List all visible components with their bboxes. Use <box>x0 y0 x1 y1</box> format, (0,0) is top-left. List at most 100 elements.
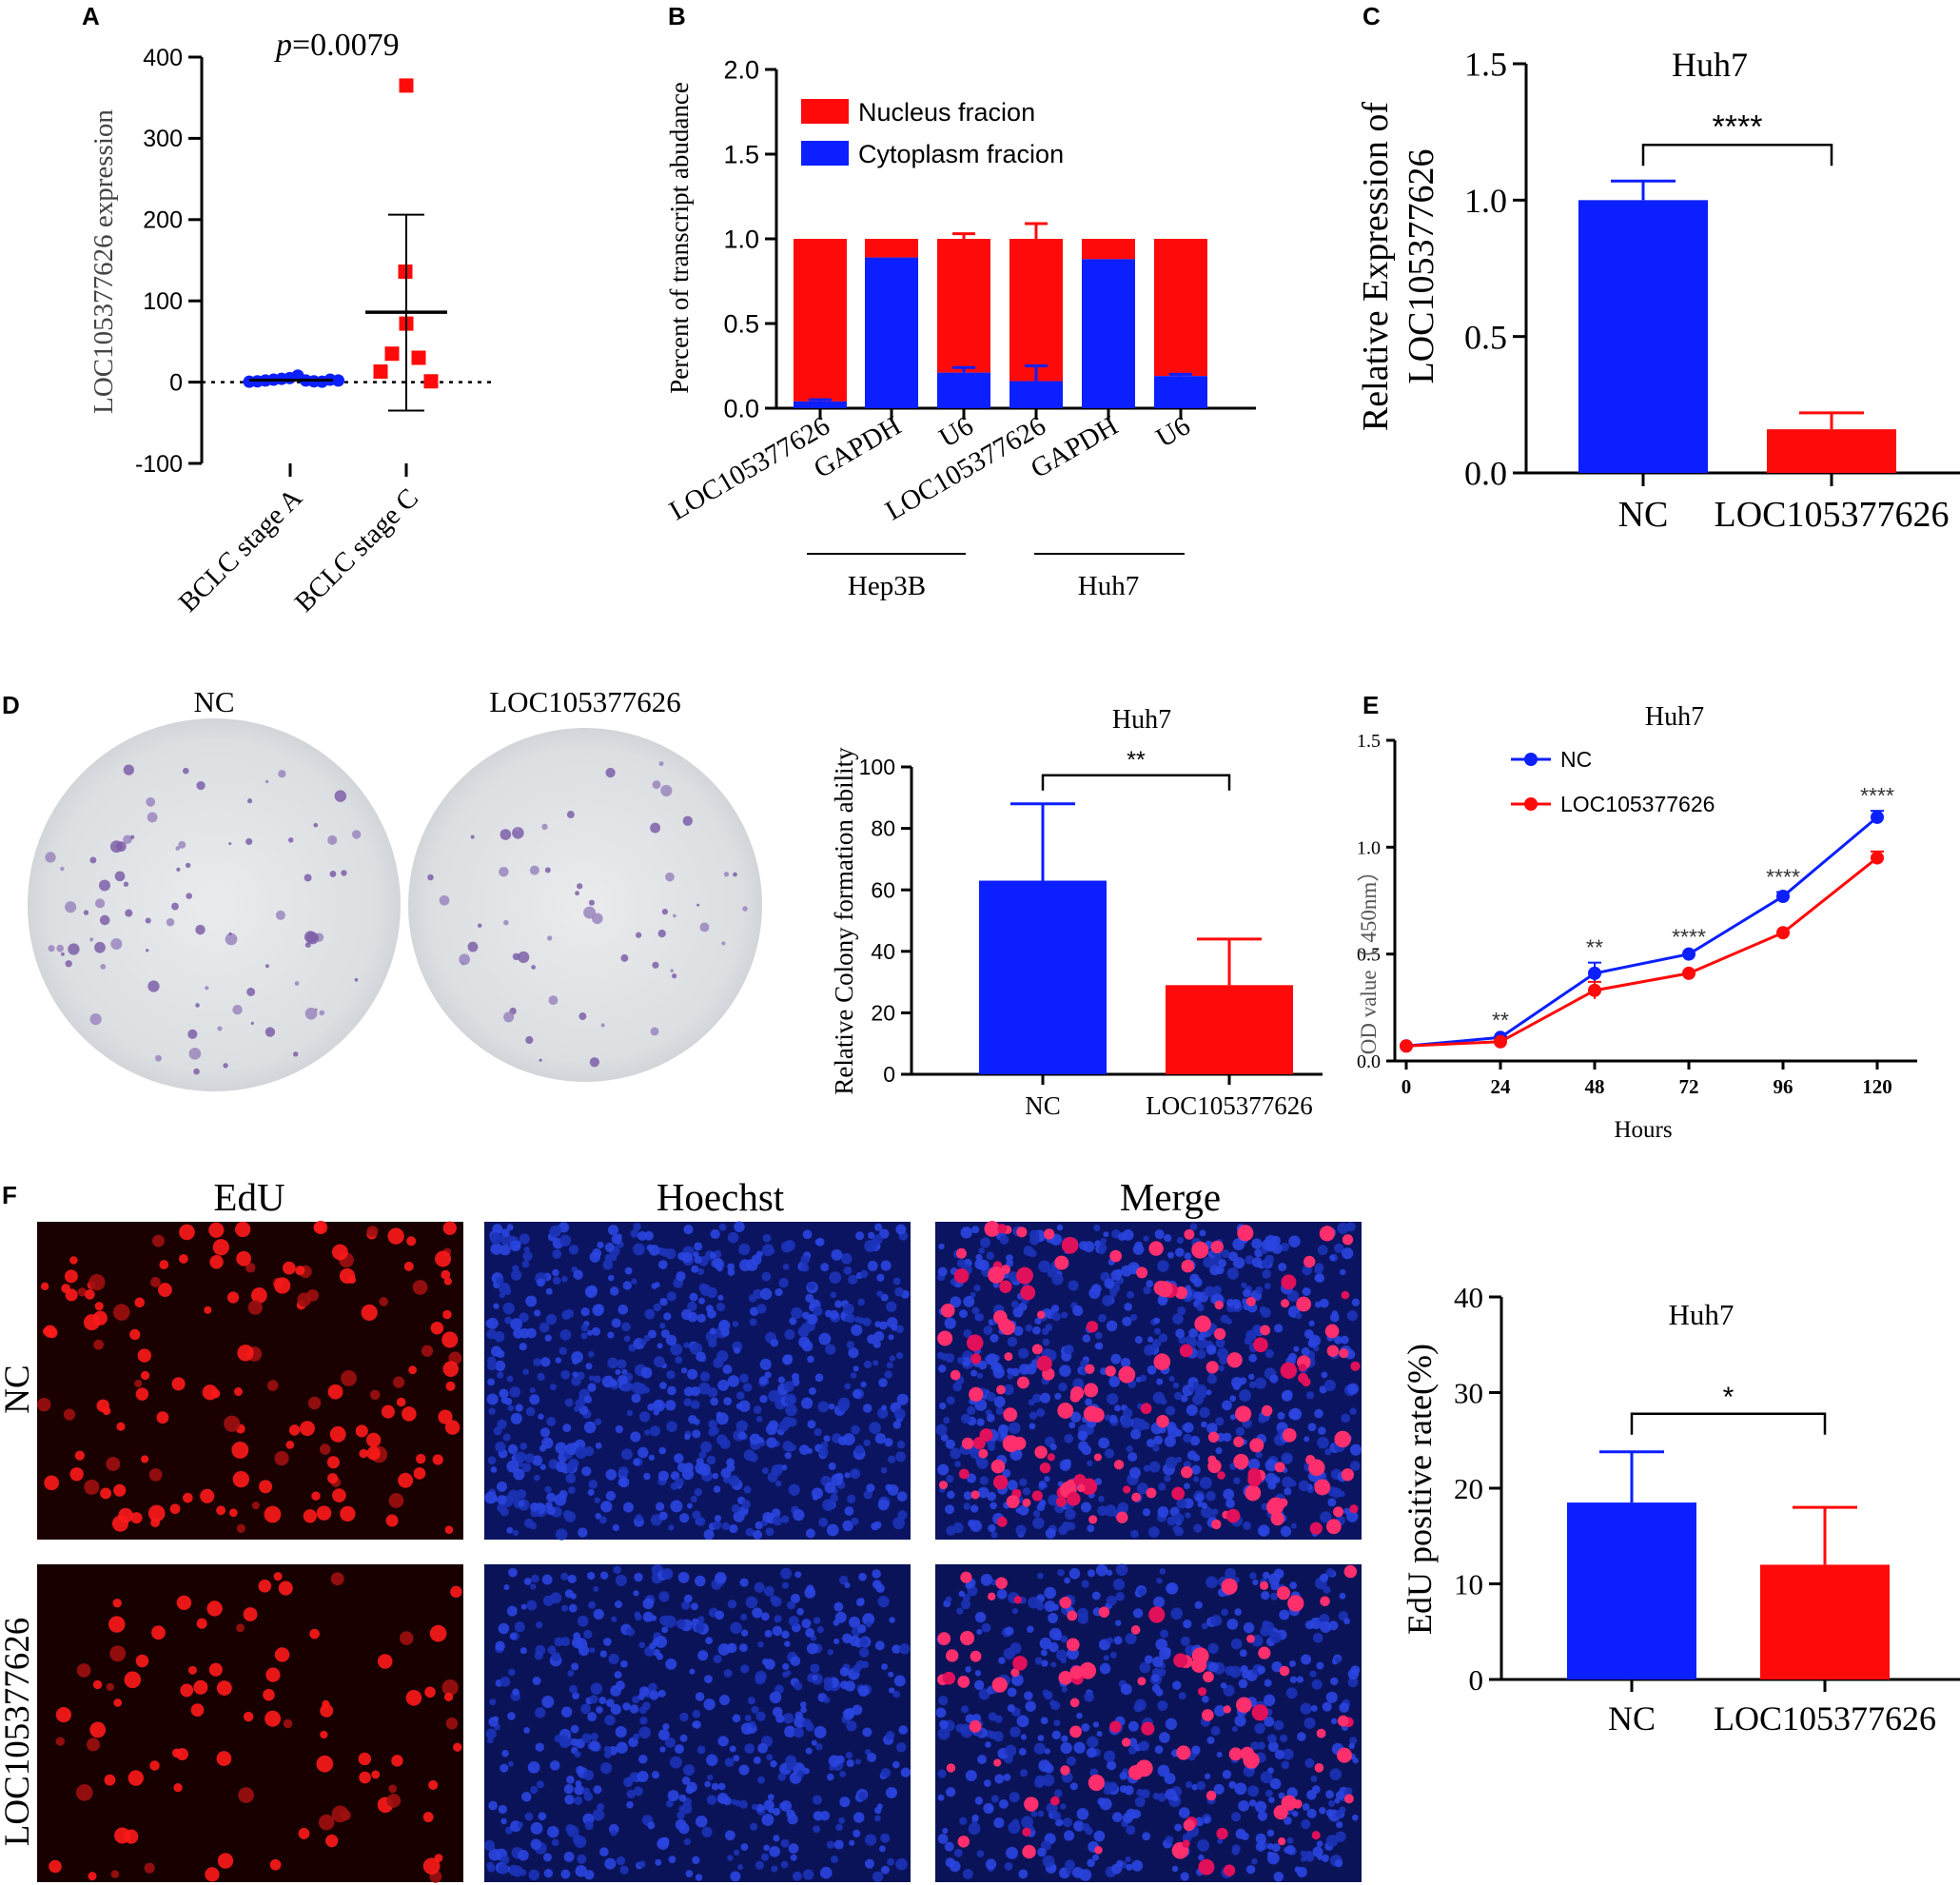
hoechst-cell <box>695 1575 706 1587</box>
hoechst-cell <box>1277 1411 1285 1421</box>
hoechst-cell <box>1033 1742 1046 1755</box>
hoechst-cell <box>1289 1581 1298 1590</box>
hoechst-cell <box>853 1664 861 1674</box>
hoechst-cell <box>515 1404 523 1412</box>
edu-cell <box>320 1703 334 1718</box>
hoechst-cell <box>1136 1482 1149 1495</box>
edu-cell <box>340 1505 356 1522</box>
panel-e-x-tick-label: 72 <box>1679 1075 1699 1098</box>
hoechst-cell <box>534 1474 540 1482</box>
hoechst-cell <box>853 1829 861 1837</box>
colony-dot <box>217 1026 223 1031</box>
hoechst-cell <box>500 1763 509 1773</box>
hoechst-cell <box>587 1488 595 1496</box>
hoechst-cell <box>1154 1745 1164 1755</box>
hoechst-cell <box>1232 1383 1241 1390</box>
hoechst-cell <box>1025 1700 1036 1712</box>
hoechst-cell <box>1210 1726 1221 1737</box>
hoechst-cell <box>1081 1723 1090 1733</box>
hoechst-cell <box>510 1412 522 1424</box>
hoechst-cell <box>527 1760 540 1774</box>
merge-cell <box>1309 1522 1323 1535</box>
panel-e-significance-label: ** <box>1586 935 1603 960</box>
hoechst-cell <box>559 1346 568 1355</box>
hoechst-cell <box>1247 1458 1261 1471</box>
hoechst-cell <box>659 1297 668 1306</box>
hoechst-cell <box>780 1567 792 1580</box>
hoechst-cell <box>1021 1816 1034 1829</box>
hoechst-cell <box>968 1519 976 1528</box>
hoechst-cell <box>881 1663 888 1670</box>
hoechst-cell <box>1126 1290 1135 1299</box>
hoechst-cell <box>811 1739 817 1746</box>
colony-dot <box>147 812 158 823</box>
hoechst-cell <box>564 1398 574 1407</box>
hoechst-cell <box>610 1830 617 1836</box>
hoechst-cell <box>1339 1592 1346 1600</box>
hoechst-cell <box>863 1360 872 1369</box>
hoechst-cell <box>1008 1271 1019 1282</box>
hoechst-cell <box>787 1814 798 1825</box>
hoechst-cell <box>1257 1741 1265 1750</box>
hoechst-cell <box>1077 1607 1088 1620</box>
hoechst-cell <box>1214 1705 1225 1717</box>
hoechst-cell <box>507 1668 516 1677</box>
hoechst-cell <box>994 1774 1005 1784</box>
hoechst-cell <box>782 1354 794 1365</box>
merge-cell <box>1233 1453 1249 1470</box>
hoechst-cell <box>1113 1636 1123 1645</box>
hoechst-cell <box>616 1856 626 1866</box>
hoechst-cell <box>938 1243 945 1250</box>
merge-cell <box>1022 1844 1036 1859</box>
hoechst-cell <box>965 1581 972 1590</box>
hoechst-cell <box>1215 1338 1225 1348</box>
hoechst-cell <box>1051 1311 1062 1322</box>
panel-e-point-loc <box>1682 966 1695 980</box>
colony-dot <box>228 842 232 846</box>
hoechst-cell <box>1011 1674 1024 1687</box>
merge-cell <box>969 1386 984 1402</box>
hoechst-cell <box>963 1295 975 1307</box>
hoechst-cell <box>592 1809 605 1821</box>
panel-d-colony-dishes: NC LOC105377626 <box>28 685 762 1091</box>
hoechst-cell <box>1109 1290 1117 1298</box>
panel-e-y-tick-label: 1.5 <box>1357 731 1381 752</box>
hoechst-cell <box>707 1774 714 1781</box>
hoechst-cell <box>1178 1807 1190 1818</box>
hoechst-cell <box>1264 1789 1273 1797</box>
edu-cell <box>366 1226 379 1238</box>
hoechst-cell <box>623 1335 631 1343</box>
hoechst-cell <box>873 1521 882 1529</box>
hoechst-cell <box>1264 1459 1278 1472</box>
hoechst-cell <box>935 1707 947 1718</box>
hoechst-cell <box>638 1755 648 1764</box>
hoechst-cell <box>586 1571 596 1581</box>
merge-cell <box>1043 1228 1055 1240</box>
hoechst-cell <box>642 1611 654 1622</box>
hoechst-cell <box>1193 1291 1203 1301</box>
micro-col-label-edu: EdU <box>213 1175 284 1219</box>
panel-c-y-tick-label: 1.5 <box>1464 46 1507 84</box>
hoechst-cell <box>1304 1850 1313 1859</box>
edu-cell <box>403 1261 414 1271</box>
hoechst-cell <box>787 1445 794 1452</box>
panel-b-bar-nucleus <box>794 239 847 402</box>
hoechst-cell <box>967 1405 976 1416</box>
hoechst-cell <box>604 1857 617 1870</box>
edu-cell <box>202 1384 218 1401</box>
panel-label-d: D <box>2 691 20 719</box>
colony-dot <box>354 977 359 982</box>
hoechst-cell <box>653 1303 662 1312</box>
hoechst-cell <box>683 1594 693 1603</box>
hoechst-cell <box>780 1860 789 1869</box>
hoechst-cell <box>1147 1336 1154 1343</box>
panel-b-bar-nucleus <box>865 239 918 258</box>
hoechst-cell <box>524 1812 534 1821</box>
edu-cell <box>355 1424 368 1438</box>
hoechst-cell <box>715 1610 725 1620</box>
hoechst-cell <box>1329 1768 1343 1780</box>
hoechst-cell <box>1095 1342 1104 1350</box>
hoechst-cell <box>1022 1487 1031 1496</box>
hoechst-cell <box>526 1600 538 1611</box>
panel-b-bar-nucleus <box>1009 239 1063 382</box>
